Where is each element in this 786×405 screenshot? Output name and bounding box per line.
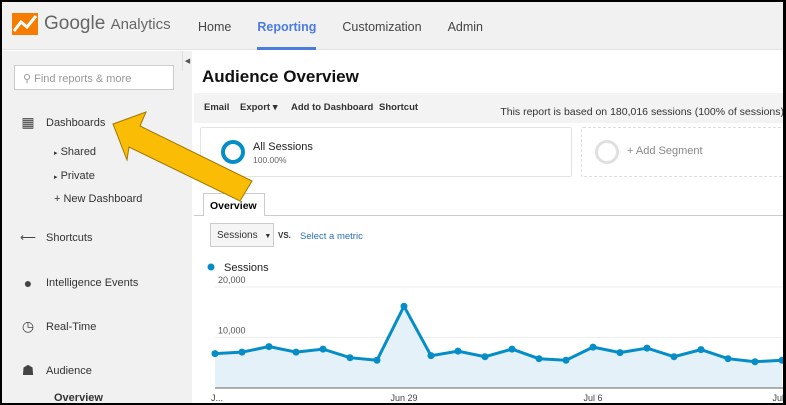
- search-placeholder: Find reports & more: [34, 73, 132, 85]
- data-point: [481, 353, 489, 361]
- label: Sessions: [217, 230, 258, 241]
- label: Private: [60, 170, 95, 182]
- sidebar-item-intelligence[interactable]: ● Intelligence Events: [20, 275, 139, 291]
- x-tick-label: Jul 1: [772, 393, 786, 403]
- logo-analytics: Analytics: [110, 16, 171, 33]
- data-point: [400, 302, 408, 310]
- data-point: [697, 346, 705, 354]
- x-tick-label: Jun 29: [390, 393, 417, 403]
- shortcut-arrow-icon: ⟵: [20, 232, 36, 244]
- sidebar-item-dashboards[interactable]: ▦ Dashboards: [20, 114, 105, 131]
- nav-admin[interactable]: Admin: [447, 20, 484, 34]
- label: Real-Time: [46, 320, 97, 333]
- top-header: Google Analytics Home Reporting Customiz…: [2, 2, 783, 50]
- nav-reporting[interactable]: Reporting: [257, 2, 317, 50]
- clock-icon: ◷: [21, 318, 35, 334]
- segment-ring-icon: [221, 140, 245, 164]
- data-point: [616, 349, 624, 357]
- people-icon: ☗: [21, 362, 35, 378]
- sidebar-item-shortcuts[interactable]: ⟵ Shortcuts: [20, 231, 93, 245]
- label: Intelligence Events: [46, 277, 139, 289]
- grid-icon: ▦: [21, 114, 35, 130]
- email-button[interactable]: Email: [204, 102, 230, 113]
- sidebar: ◀ ⚲ Find reports & more ▦ Dashboards ▸ Sh…: [2, 51, 192, 404]
- add-segment-button[interactable]: + Add Segment: [581, 127, 783, 177]
- data-point: [508, 345, 516, 353]
- tab-divider: [194, 215, 783, 216]
- data-point: [751, 358, 759, 366]
- sidebar-item-private[interactable]: ▸ Private: [54, 170, 95, 182]
- data-point: [589, 343, 597, 351]
- label: Shortcuts: [46, 231, 93, 244]
- data-point: [292, 348, 300, 356]
- legend-label: Sessions: [224, 262, 269, 274]
- google-analytics-logo[interactable]: Google Analytics: [12, 13, 171, 35]
- label: Audience: [46, 364, 92, 377]
- label: Shared: [60, 146, 97, 158]
- segment-all-sessions[interactable]: All Sessions 100.00%: [200, 127, 572, 177]
- data-point: [535, 355, 543, 363]
- nav-customization[interactable]: Customization: [342, 20, 422, 34]
- lightbulb-icon: ●: [23, 275, 33, 291]
- logo-google: Google: [44, 13, 106, 34]
- sidebar-item-shared[interactable]: ▸ Shared: [54, 146, 97, 158]
- data-point: [373, 356, 381, 364]
- y-tick-label: 20,000: [218, 275, 246, 285]
- nav-home[interactable]: Home: [198, 20, 232, 34]
- data-point: [778, 356, 783, 364]
- data-point: [643, 344, 651, 352]
- tab-overview[interactable]: Overview: [203, 193, 265, 216]
- data-point: [346, 354, 354, 362]
- x-tick-label: Jul 6: [583, 393, 602, 403]
- data-point: [454, 347, 462, 355]
- search-icon: ⚲: [23, 73, 32, 85]
- data-point: [211, 350, 219, 358]
- data-point: [265, 343, 273, 351]
- main-content: Audience Overview Email Export ▾ Add to …: [194, 51, 784, 403]
- sessions-info: This report is based on 180,016 sessions…: [500, 106, 784, 118]
- sidebar-item-new-dashboard[interactable]: + New Dashboard: [54, 193, 143, 205]
- label: Dashboards: [46, 116, 106, 129]
- legend-dot: [207, 263, 215, 271]
- label: + Add Segment: [627, 145, 703, 157]
- data-point: [562, 356, 570, 364]
- vs-label: VS.: [278, 231, 291, 240]
- metric-select[interactable]: Sessions ▼: [210, 223, 274, 247]
- y-tick-label: 10,000: [218, 326, 246, 336]
- page-title: Audience Overview: [202, 67, 359, 86]
- sidebar-item-overview[interactable]: Overview: [54, 392, 103, 404]
- data-point: [670, 353, 678, 361]
- analytics-logo-icon: [12, 13, 38, 35]
- sidebar-item-audience[interactable]: ☗ Audience: [20, 362, 92, 379]
- data-point: [238, 348, 246, 356]
- shortcut-button[interactable]: Shortcut: [379, 102, 419, 113]
- data-point: [427, 352, 435, 360]
- collapse-sidebar-button[interactable]: ◀: [182, 51, 192, 71]
- export-button[interactable]: Export ▾: [240, 102, 278, 113]
- sidebar-item-realtime[interactable]: ◷ Real-Time: [20, 318, 96, 335]
- report-toolbar: Email Export ▾ Add to Dashboard Shortcut…: [194, 93, 784, 123]
- data-point: [724, 355, 732, 363]
- add-to-dashboard-button[interactable]: Add to Dashboard: [291, 102, 374, 113]
- series-line: [214, 302, 783, 364]
- empty-ring-icon: [595, 140, 619, 164]
- segment-pct: 100.00%: [253, 155, 287, 165]
- label: Export: [240, 102, 271, 113]
- x-tick-label: J...: [211, 393, 223, 403]
- search-input[interactable]: ⚲ Find reports & more: [14, 65, 174, 90]
- select-metric-link[interactable]: Select a metric: [300, 231, 363, 242]
- data-point: [319, 345, 327, 353]
- segment-name: All Sessions: [253, 141, 313, 153]
- area-fill: [215, 306, 782, 388]
